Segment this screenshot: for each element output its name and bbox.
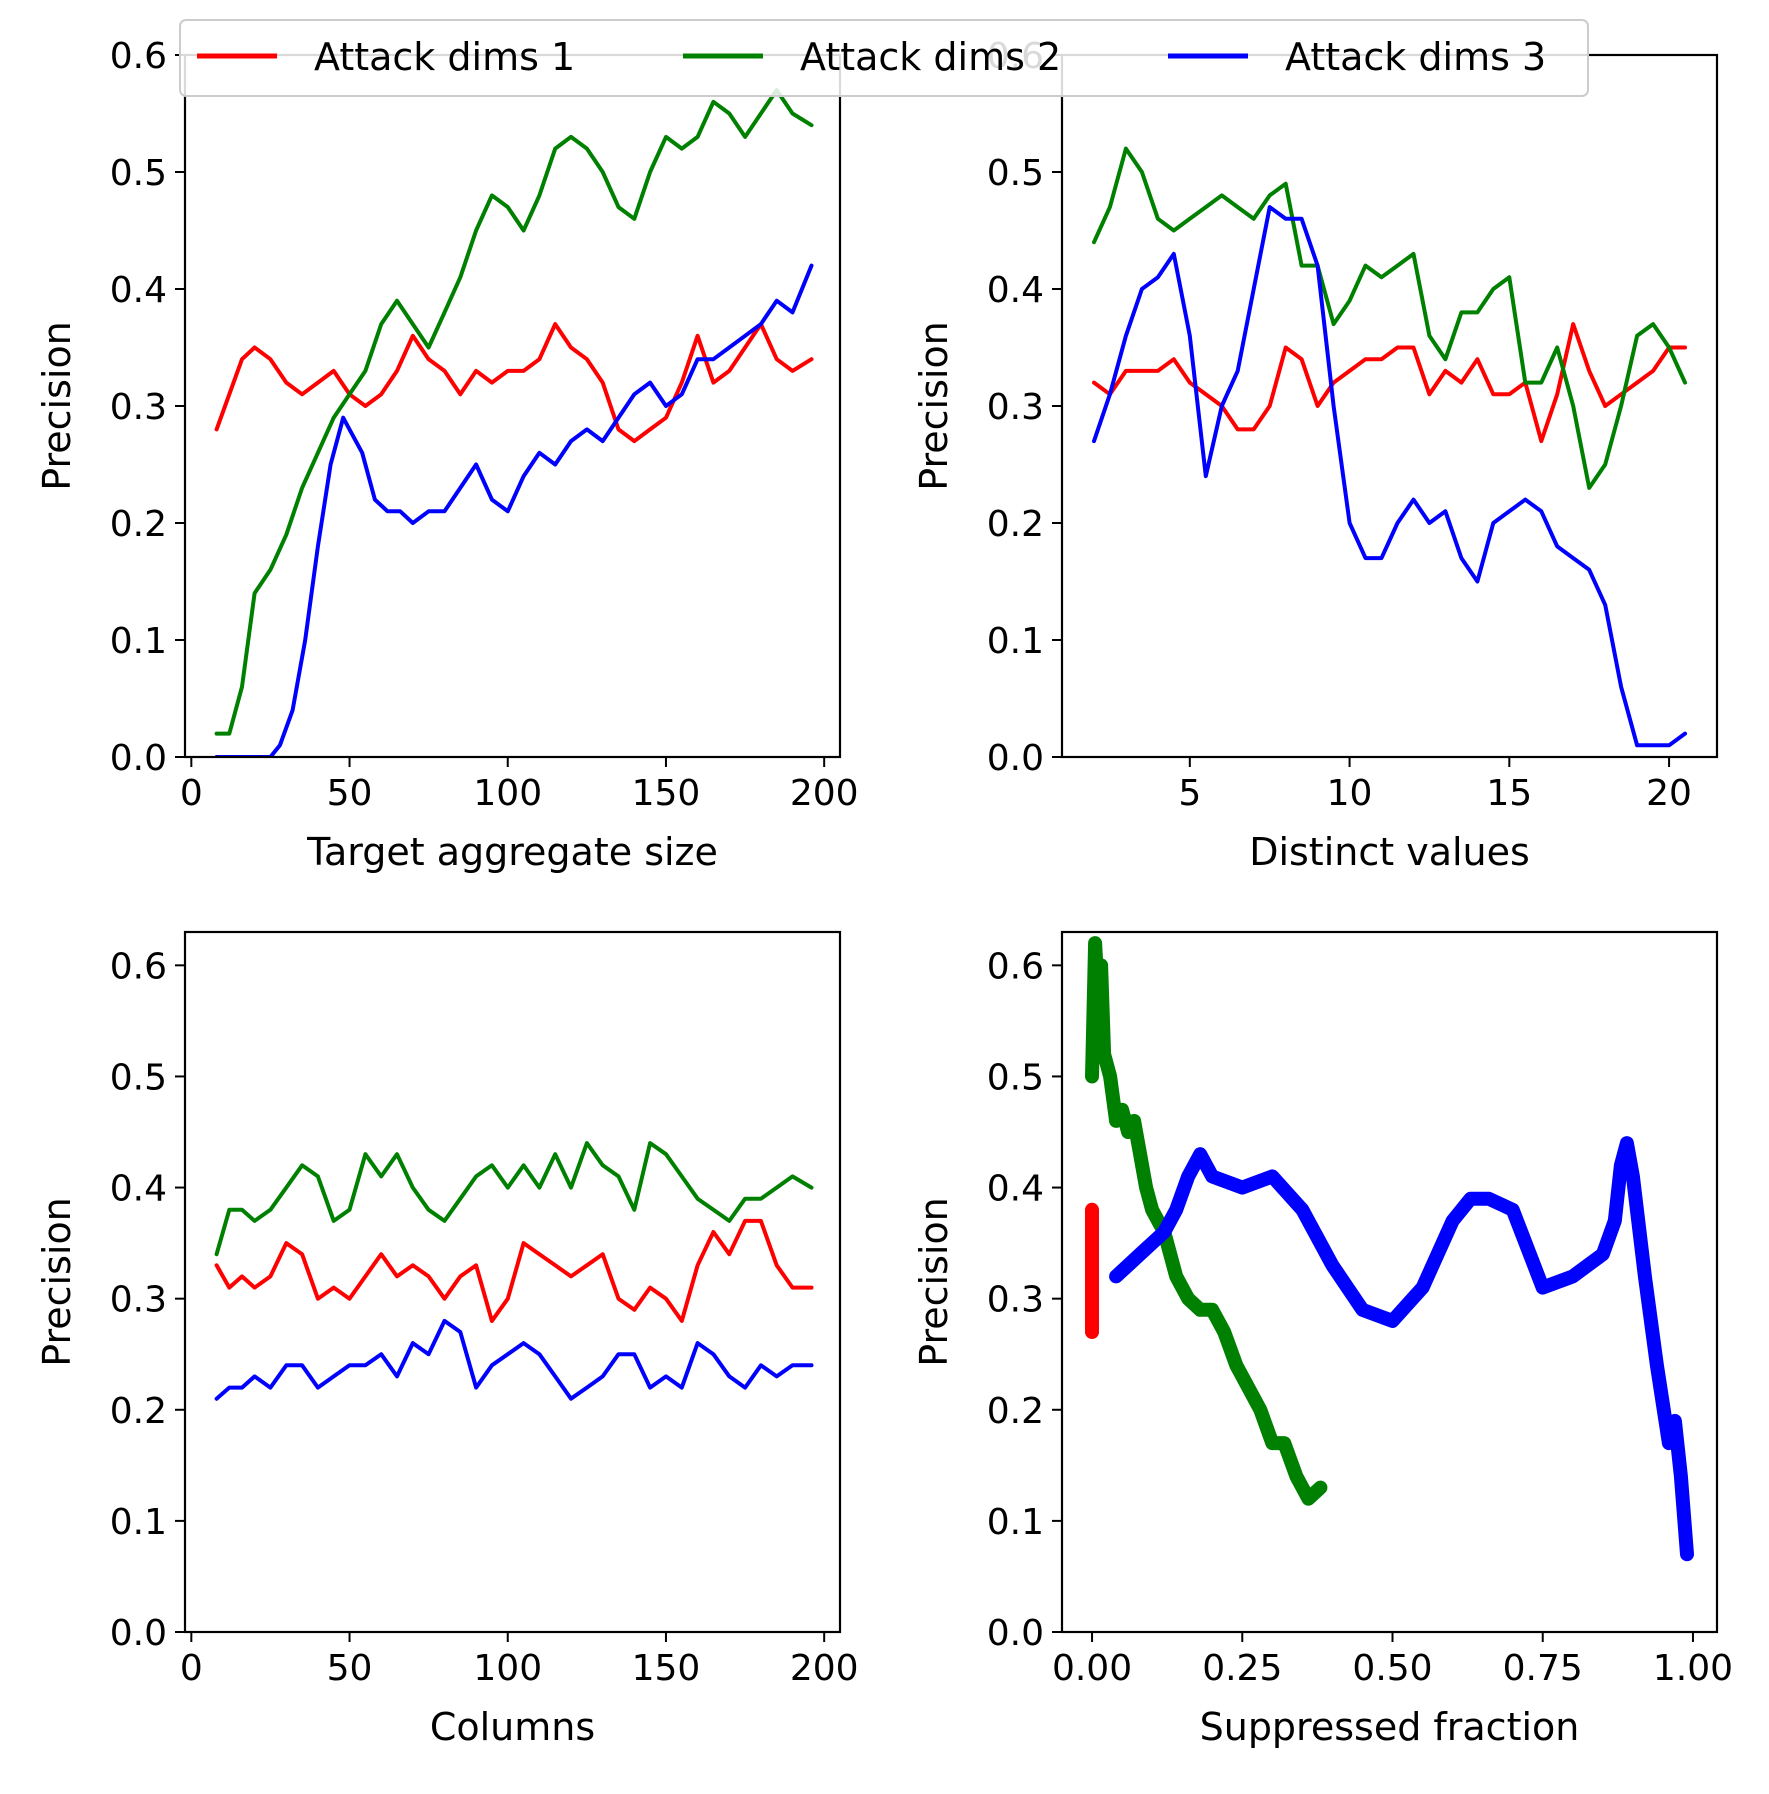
y-tick-label: 0.5 [110,1057,167,1098]
x-axis-label: Suppressed fraction [1200,1705,1580,1749]
panels: 0 50 100 150 2000.00.10.20.30.40.50.6Target … [35,36,1733,1749]
plot-frame [1060,930,1719,1634]
y-tick-label: 0.1 [987,621,1044,662]
y-axis-label: Precision [912,321,956,491]
series-line-2 [214,1141,814,1257]
y-tick-label: 0.1 [987,1502,1044,1543]
y-tick-label: 0.5 [110,153,167,194]
x-tick-label: 200 [790,773,859,814]
y-tick-label: 0.4 [110,1169,167,1210]
y-tick-label: 0.1 [110,621,167,662]
panel-bottom-left: 0 50 100 150 200 0.0 0.1 0.2 0.3 0.4 0.5 0.6 Columns… [35,930,859,1749]
y-tick-label: 0.3 [987,387,1044,428]
x-tick-label: 20 [1646,773,1692,814]
plot-frame [183,930,842,1634]
y-tick-label: 0.2 [110,504,167,545]
y-tick-label: 0.6 [110,946,167,987]
series-line-2 [1092,146,1687,490]
legend-label: Attack dims 3 [1285,35,1546,79]
y-tick-label: 0.0 [110,738,167,779]
x-tick-label: 15 [1486,773,1532,814]
series-line-3 [214,1318,814,1401]
series-line-1 [214,322,814,444]
y-tick-label: 0.5 [987,1057,1044,1098]
x-tick-label: 5 [1178,773,1201,814]
y-tick-label: 0.1 [110,1502,167,1543]
y-tick-label: 0.4 [987,1169,1044,1210]
x-tick-label: 0.25 [1202,1648,1282,1689]
series-line-2 [214,88,814,736]
panel-bottom-right: 0.00 0.25 0.50 0.75 1.00 0.0 0.1 0.2 0.3 0.4 0.5 0.… [912,930,1733,1749]
y-tick-label: 0.0 [987,1613,1044,1654]
y-tick-label: 0.4 [987,270,1044,311]
legend-box [179,19,1589,97]
series-line-3 [1092,205,1687,748]
x-tick-label: 1.00 [1653,1648,1733,1689]
series-line-3 [214,263,814,757]
x-tick-label: 150 [632,1648,701,1689]
x-axis-label: Target aggregate size [306,830,718,874]
series-line-1 [1092,322,1687,444]
x-axis-label: Columns [430,1705,595,1749]
x-tick-label: 0.50 [1352,1648,1432,1689]
y-tick-label: 0.0 [987,738,1044,779]
y-tick-label: 0.3 [987,1280,1044,1321]
x-tick-label: 0.75 [1503,1648,1583,1689]
y-tick-label: 0.2 [987,504,1044,545]
x-tick-label: 50 [327,1648,373,1689]
y-tick-label: 0.2 [987,1391,1044,1432]
x-tick-label: 0 [180,1648,203,1689]
y-axis-label: Precision [35,321,79,491]
y-tick-label: 0.4 [110,270,167,311]
x-tick-label: 0.00 [1052,1648,1132,1689]
y-tick-label: 0.3 [110,387,167,428]
series-line-3 [1109,1136,1694,1562]
y-tick-label: 0.6 [110,36,167,77]
y-axis-label: Precision [912,1197,956,1367]
legend: Attack dims 1 Attack dims 2 Attack dims 3 [179,19,1589,97]
x-tick-label: 100 [473,773,542,814]
y-tick-label: 0.2 [110,1391,167,1432]
x-tick-label: 200 [790,1648,859,1689]
x-tick-label: 50 [327,773,373,814]
legend-label: Attack dims 1 [314,35,575,79]
x-tick-label: 150 [632,773,701,814]
y-tick-label: 0.0 [110,1613,167,1654]
series-line-1 [214,1218,814,1323]
y-tick-label: 0.3 [110,1280,167,1321]
panel-top-left: 0 50 100 150 200 0.0 0.1 0.2 0.3 0.4 0.5 0.6 Target … [35,36,859,874]
x-axis-label: Distinct values [1249,830,1530,874]
legend-label: Attack dims 2 [800,35,1061,79]
y-tick-label: 0.5 [987,153,1044,194]
x-tick-label: 0 [180,773,203,814]
y-tick-label: 0.6 [987,946,1044,987]
x-tick-label: 10 [1327,773,1373,814]
x-tick-label: 100 [473,1648,542,1689]
y-axis-label: Precision [35,1197,79,1367]
